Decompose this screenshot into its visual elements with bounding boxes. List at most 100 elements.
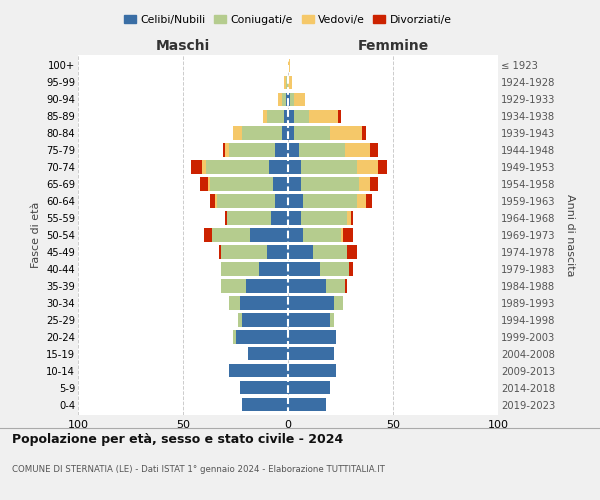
Bar: [366, 194, 372, 207]
Bar: [191, 160, 202, 173]
Bar: [358, 194, 366, 207]
Bar: [208, 178, 210, 190]
Bar: [263, 110, 267, 123]
Bar: [288, 58, 290, 72]
Bar: [320, 262, 349, 276]
Bar: [288, 262, 320, 276]
Bar: [338, 110, 341, 123]
Bar: [212, 228, 250, 241]
Bar: [240, 381, 288, 394]
Bar: [275, 144, 288, 156]
Bar: [229, 296, 240, 310]
Bar: [288, 228, 303, 241]
Bar: [221, 280, 246, 292]
Bar: [303, 194, 358, 207]
Bar: [358, 160, 379, 173]
Y-axis label: Anni di nascita: Anni di nascita: [565, 194, 575, 276]
Bar: [218, 246, 221, 258]
Bar: [299, 144, 344, 156]
Bar: [242, 314, 288, 326]
Bar: [295, 92, 305, 106]
Text: COMUNE DI STERNATIA (LE) - Dati ISTAT 1° gennaio 2024 - Elaborazione TUTTITALIA.: COMUNE DI STERNATIA (LE) - Dati ISTAT 1°…: [12, 466, 385, 474]
Bar: [288, 246, 313, 258]
Bar: [301, 212, 347, 224]
Bar: [290, 92, 295, 106]
Bar: [341, 228, 343, 241]
Bar: [370, 178, 379, 190]
Bar: [351, 212, 353, 224]
Bar: [295, 126, 330, 140]
Bar: [215, 194, 217, 207]
Bar: [200, 178, 208, 190]
Bar: [343, 228, 353, 241]
Bar: [225, 212, 227, 224]
Bar: [282, 92, 286, 106]
Bar: [301, 178, 359, 190]
Bar: [359, 178, 370, 190]
Bar: [286, 76, 288, 89]
Bar: [361, 126, 366, 140]
Bar: [345, 280, 347, 292]
Text: Femmine: Femmine: [358, 40, 428, 54]
Bar: [211, 194, 215, 207]
Bar: [221, 246, 267, 258]
Bar: [286, 92, 288, 106]
Bar: [240, 296, 288, 310]
Bar: [288, 194, 303, 207]
Bar: [379, 160, 387, 173]
Bar: [295, 110, 309, 123]
Bar: [229, 144, 275, 156]
Bar: [277, 92, 282, 106]
Bar: [269, 160, 288, 173]
Bar: [274, 178, 288, 190]
Bar: [267, 110, 284, 123]
Bar: [330, 314, 334, 326]
Legend: Celibi/Nubili, Coniugati/e, Vedovi/e, Divorziati/e: Celibi/Nubili, Coniugati/e, Vedovi/e, Di…: [120, 10, 456, 29]
Bar: [235, 330, 288, 344]
Text: Maschi: Maschi: [156, 40, 210, 54]
Bar: [282, 126, 288, 140]
Bar: [288, 76, 292, 89]
Bar: [225, 144, 229, 156]
Bar: [248, 347, 288, 360]
Bar: [347, 212, 351, 224]
Bar: [267, 246, 288, 258]
Bar: [288, 280, 326, 292]
Bar: [275, 194, 288, 207]
Bar: [370, 144, 379, 156]
Bar: [288, 381, 330, 394]
Bar: [204, 228, 212, 241]
Bar: [288, 296, 334, 310]
Text: Popolazione per età, sesso e stato civile - 2024: Popolazione per età, sesso e stato civil…: [12, 432, 343, 446]
Bar: [217, 194, 275, 207]
Bar: [227, 212, 271, 224]
Bar: [211, 178, 274, 190]
Bar: [206, 160, 269, 173]
Bar: [202, 160, 206, 173]
Y-axis label: Fasce di età: Fasce di età: [31, 202, 41, 268]
Bar: [242, 126, 282, 140]
Bar: [242, 398, 288, 411]
Bar: [233, 330, 235, 344]
Bar: [288, 110, 295, 123]
Bar: [345, 144, 370, 156]
Bar: [326, 280, 345, 292]
Bar: [330, 126, 361, 140]
Bar: [288, 178, 301, 190]
Bar: [288, 398, 326, 411]
Bar: [288, 314, 330, 326]
Bar: [233, 126, 242, 140]
Bar: [288, 364, 337, 378]
Bar: [349, 262, 353, 276]
Bar: [288, 92, 290, 106]
Bar: [288, 126, 295, 140]
Bar: [284, 76, 286, 89]
Bar: [284, 110, 288, 123]
Bar: [313, 246, 347, 258]
Bar: [288, 144, 299, 156]
Bar: [246, 280, 288, 292]
Bar: [303, 228, 341, 241]
Bar: [301, 160, 358, 173]
Bar: [288, 160, 301, 173]
Bar: [288, 347, 334, 360]
